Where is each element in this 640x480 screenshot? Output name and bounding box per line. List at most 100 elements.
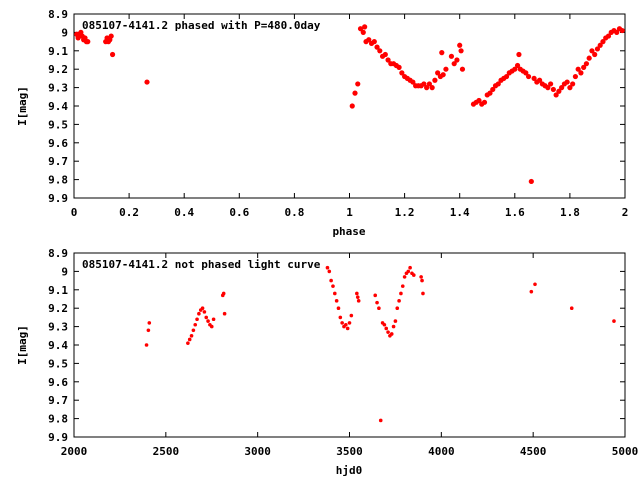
phased-data-point — [586, 55, 592, 61]
phased-data-point — [108, 33, 114, 39]
phased-data-point — [528, 178, 534, 185]
phased-y-tick-label: 8.9 — [48, 8, 68, 21]
phased-data-point — [366, 37, 372, 43]
phased-y-tick-label: 9.6 — [48, 137, 68, 150]
phased-data-point — [459, 66, 466, 72]
unphased-data-point — [206, 319, 210, 323]
phased-data-point — [545, 85, 551, 91]
unphased-data-point — [421, 291, 425, 296]
phased-data-point — [553, 92, 559, 98]
unphased-data-point — [529, 289, 534, 294]
phased-x-tick-label: 1.6 — [505, 206, 525, 219]
phased-data-point — [424, 85, 430, 91]
phased-data-point — [371, 39, 377, 45]
phased-x-tick-label: 0.4 — [174, 206, 194, 219]
unphased-data-point — [373, 293, 378, 298]
phased-data-point — [567, 85, 573, 91]
phased-y-axis-title: I[mag] — [16, 86, 29, 126]
phased-data-point — [572, 73, 579, 80]
unphased-data-point — [375, 300, 379, 305]
unphased-y-tick-label: 9.5 — [48, 357, 68, 370]
phased-data-point — [355, 81, 361, 87]
phased-data-point — [614, 29, 620, 35]
unphased-data-point — [200, 306, 205, 311]
phased-x-tick-label: 2 — [622, 206, 629, 219]
unphased-data-point — [325, 265, 330, 270]
unphased-data-point — [197, 311, 201, 316]
phased-y-tick-label: 9.2 — [48, 63, 68, 76]
phased-x-tick-label: 1.8 — [560, 206, 580, 219]
phased-data-point — [523, 70, 529, 76]
phased-data-point — [564, 79, 570, 85]
unphased-data-point — [355, 291, 359, 296]
unphased-data-point — [420, 278, 424, 283]
phased-x-tick-label: 0.8 — [284, 206, 304, 219]
phased-data-point — [144, 79, 150, 85]
phased-data-point — [399, 70, 405, 76]
unphased-data-point — [191, 328, 196, 333]
unphased-data-point — [147, 321, 152, 325]
phased-y-tick-label: 9.8 — [48, 174, 68, 187]
phased-data-point — [550, 86, 556, 93]
unphased-light-curve-panel: 2000 2500 3000 3500 4000 4500 5000 8.9 9 9.1 9.2 9… — [16, 247, 638, 477]
unphased-data-point — [333, 291, 337, 296]
unphased-data-point — [345, 326, 350, 331]
phased-data-point — [362, 24, 368, 30]
unphased-data-point — [419, 275, 423, 279]
unphased-chart-title: 085107-4141.2 not phased light curve — [82, 258, 321, 271]
unphased-data-point — [397, 299, 401, 303]
phased-data-point — [589, 48, 595, 54]
phased-data-point — [495, 81, 501, 87]
unphased-x-tick-label: 4000 — [428, 445, 455, 458]
unphased-data-point — [391, 324, 396, 329]
phased-data-point — [490, 86, 496, 93]
phased-data-point — [440, 72, 446, 78]
unphased-data-point — [356, 299, 361, 303]
phased-y-tick-label: 9.5 — [48, 118, 68, 131]
phased-data-point — [458, 48, 464, 54]
unphased-y-tick-label: 9.2 — [48, 302, 68, 315]
unphased-data-point — [533, 282, 537, 287]
unphased-data-point — [222, 311, 227, 316]
unphased-data-point — [336, 306, 341, 311]
unphased-data-point — [389, 332, 394, 336]
phased-x-tick-label: 0.2 — [119, 206, 139, 219]
unphased-data-point — [211, 317, 216, 322]
phased-y-tick-label: 9.9 — [48, 192, 68, 205]
phased-x-tick-label: 1.4 — [450, 206, 470, 219]
unphased-x-tick-label: 4500 — [520, 445, 547, 458]
unphased-y-tick-label: 9.7 — [48, 394, 68, 407]
phased-y-tick-label: 9 — [61, 26, 68, 39]
phased-y-tick-label: 9.1 — [48, 45, 68, 58]
unphased-y-tick-label: 9 — [61, 265, 68, 278]
phased-data-point — [581, 64, 587, 70]
unphased-x-ticks: 2000 2500 3000 3500 4000 4500 5000 — [61, 253, 639, 458]
phased-x-tick-label: 1 — [346, 206, 353, 219]
unphased-data-point — [144, 343, 149, 347]
unphased-data-point — [221, 291, 226, 296]
phased-data-point — [600, 39, 606, 45]
phased-data-point — [426, 81, 432, 87]
phased-data-point — [109, 51, 116, 58]
unphased-data-point — [384, 326, 389, 331]
phased-y-tick-label: 9.3 — [48, 82, 68, 95]
unphased-y-tick-label: 8.9 — [48, 247, 68, 260]
phased-data-point — [85, 39, 91, 45]
unphased-y-tick-label: 9.9 — [48, 431, 68, 444]
phased-data-point — [570, 81, 576, 87]
unphased-data-point — [193, 322, 198, 327]
phased-data-point — [396, 64, 402, 70]
phased-data-point — [619, 27, 625, 34]
unphased-data-point — [202, 310, 207, 314]
unphased-data-point — [209, 324, 214, 329]
unphased-y-tick-label: 9.6 — [48, 376, 68, 389]
unphased-y-tick-label: 9.1 — [48, 284, 68, 297]
phased-data-point — [374, 44, 380, 50]
unphased-data-point — [377, 306, 381, 311]
phased-data-point — [410, 79, 416, 85]
unphased-x-tick-label: 2000 — [61, 445, 88, 458]
unphased-x-tick-label: 5000 — [612, 445, 639, 458]
phased-data-point — [432, 77, 438, 83]
unphased-y-tick-label: 9.3 — [48, 321, 68, 334]
